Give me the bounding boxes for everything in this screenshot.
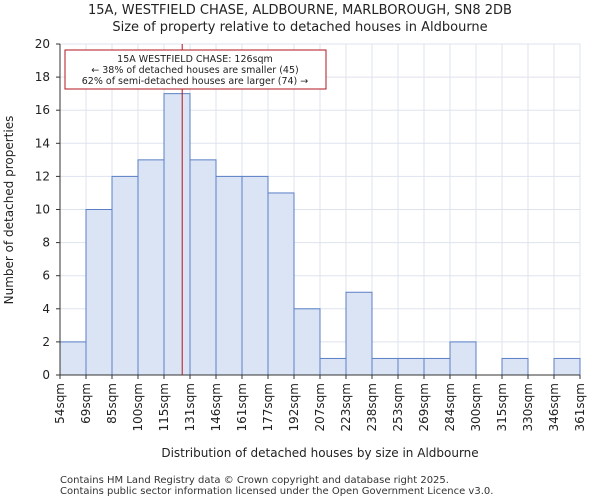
bar-192sqm (293, 308, 321, 376)
x-tick-label: 269sqm (417, 383, 431, 431)
bar-115sqm (163, 93, 191, 376)
bar-284sqm (449, 341, 477, 376)
chart-subtitle: Size of property relative to detached ho… (112, 20, 487, 35)
bar-253sqm (397, 357, 425, 376)
x-tick-label: 361sqm (573, 383, 587, 431)
bar-69sqm (85, 209, 113, 376)
bar-177sqm (267, 192, 295, 376)
footer-line-1: Contains HM Land Registry data © Crown c… (60, 475, 449, 486)
x-tick-label: 177sqm (261, 383, 275, 431)
y-tick-label: 6 (42, 269, 50, 283)
y-tick-label: 8 (42, 236, 50, 250)
x-tick-label: 253sqm (391, 383, 405, 431)
y-tick-label: 14 (35, 136, 50, 150)
x-tick-label: 315sqm (495, 383, 509, 431)
x-tick-label: 284sqm (443, 383, 457, 431)
bars (59, 93, 581, 376)
x-tick-label: 207sqm (313, 383, 327, 431)
bar-54sqm (59, 341, 87, 376)
y-tick-label: 0 (42, 368, 50, 382)
x-tick-label: 115sqm (157, 383, 171, 431)
x-tick-label: 330sqm (521, 383, 535, 431)
annotation-title: 15A WESTFIELD CHASE: 126sqm (117, 54, 273, 65)
x-tick-label: 146sqm (209, 383, 223, 431)
x-axis-label: Distribution of detached houses by size … (161, 446, 478, 460)
bar-269sqm (423, 357, 451, 376)
x-tick-label: 69sqm (79, 383, 93, 424)
x-tick-label: 192sqm (287, 383, 301, 431)
x-tick-label: 100sqm (131, 383, 145, 431)
x-tick-label: 300sqm (469, 383, 483, 431)
y-tick-label: 12 (35, 169, 50, 183)
bar-346sqm (553, 357, 581, 376)
x-tick-label: 161sqm (235, 383, 249, 431)
x-tick-label: 131sqm (183, 383, 197, 431)
bar-161sqm (241, 175, 269, 376)
x-tick-label: 223sqm (339, 383, 353, 431)
bar-238sqm (371, 357, 399, 376)
footer-line-2: Contains public sector information licen… (60, 486, 493, 497)
x-tick-label: 54sqm (53, 383, 67, 424)
y-tick-label: 16 (35, 103, 50, 117)
x-tick-label: 238sqm (365, 383, 379, 431)
bar-315sqm (501, 357, 529, 376)
x-ticks: 54sqm 69sqm 85sqm 100sqm 115sqm 131sqm 146sqm 1… (53, 375, 587, 431)
y-tick-label: 10 (35, 203, 50, 217)
chart-title: 15A, WESTFIELD CHASE, ALDBOURNE, MARLBOR… (88, 3, 512, 18)
bar-100sqm (137, 159, 165, 376)
y-tick-label: 2 (42, 335, 50, 349)
y-tick-label: 18 (35, 70, 50, 84)
annotation-larger: 62% of semi-detached houses are larger (… (82, 76, 309, 87)
y-tick-label: 20 (35, 37, 50, 51)
bar-85sqm (111, 175, 139, 376)
y-ticks: 0 2 4 6 8 10 12 14 16 18 20 (35, 37, 60, 382)
annotation-smaller: ← 38% of detached houses are smaller (45… (91, 65, 298, 76)
bar-131sqm (189, 159, 217, 376)
annotation-box: 15A WESTFIELD CHASE: 126sqm ← 38% of det… (64, 49, 327, 90)
x-tick-label: 85sqm (105, 383, 119, 424)
y-tick-label: 4 (42, 302, 50, 316)
bar-146sqm (215, 175, 243, 376)
x-tick-label: 346sqm (547, 383, 561, 431)
bar-207sqm (319, 357, 347, 376)
y-axis-label: Number of detached properties (2, 116, 16, 305)
bar-223sqm (345, 291, 373, 376)
